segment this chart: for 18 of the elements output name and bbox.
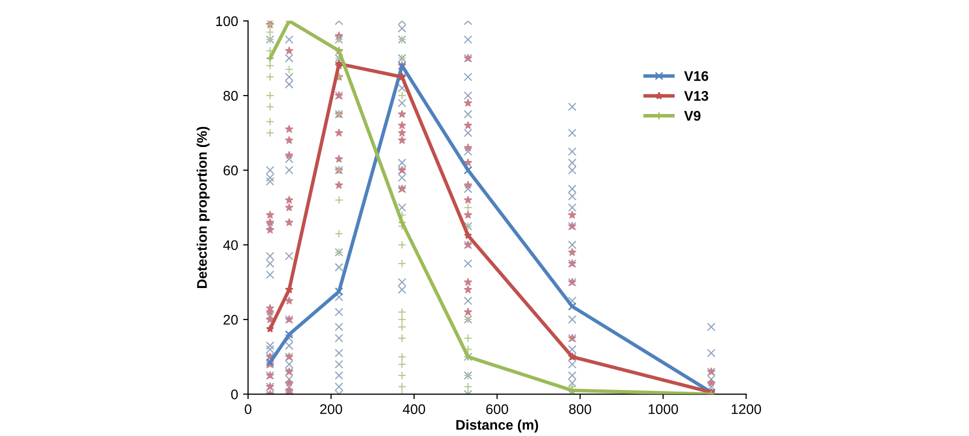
y-tick-label: 0 <box>231 389 238 400</box>
y-tick-label: 60 <box>224 166 238 176</box>
x-tick-label: 200 <box>320 404 342 414</box>
x-tick-label: 400 <box>402 404 426 414</box>
y-tick-label: 20 <box>224 314 238 325</box>
x-tick-label: 1000 <box>648 404 678 414</box>
y-tick-label: 100 <box>216 16 238 26</box>
x-axis-title: Distance (m) <box>456 420 538 433</box>
x-tick-label: 600 <box>486 404 508 414</box>
x-tick-label: 800 <box>569 404 592 414</box>
legend-label: V13 <box>684 91 708 101</box>
y-tick-label: 40 <box>223 240 238 250</box>
legend-label: V16 <box>684 71 708 81</box>
x-tick-label: 1200 <box>732 404 762 414</box>
y-tick-label: 80 <box>224 90 238 101</box>
legend-label: V9 <box>684 110 700 121</box>
x-tick-label: 0 <box>244 404 252 414</box>
y-axis-title: Detection proportion (%) <box>196 126 210 288</box>
